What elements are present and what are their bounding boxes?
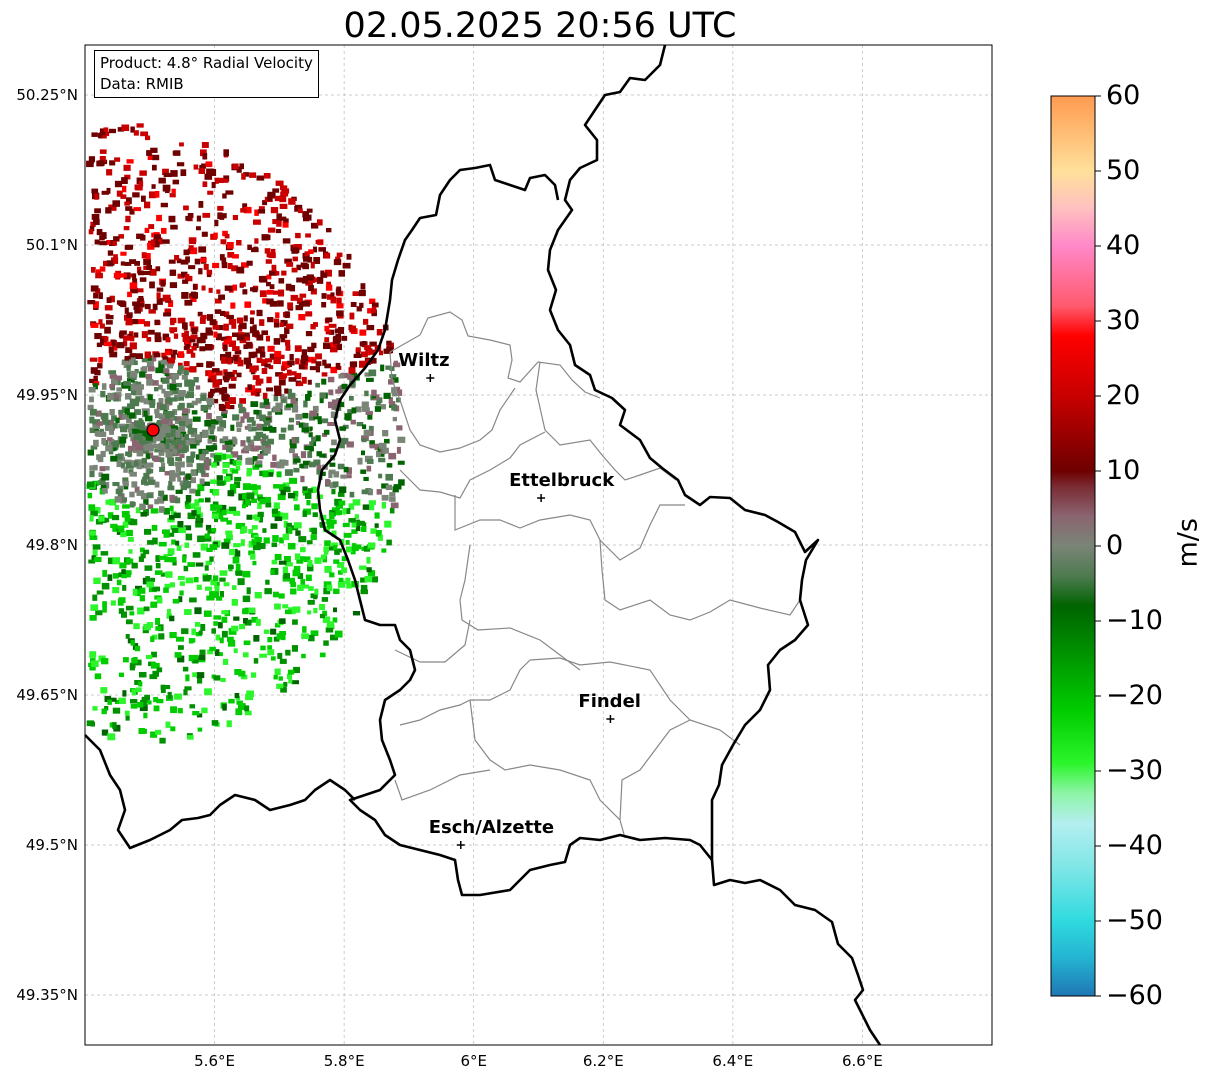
lon-tick-label: 6°E	[460, 1052, 487, 1070]
grid-lines	[85, 45, 992, 1045]
colorbar-tick-label: −40	[1106, 830, 1163, 861]
lat-tick-label: 49.5°N	[25, 836, 78, 854]
lat-tick-label: 50.25°N	[16, 86, 78, 104]
colorbar-tick-label: 0	[1106, 530, 1124, 561]
colorbar-tick-label: −30	[1106, 755, 1163, 786]
lon-tick-label: 5.8°E	[323, 1052, 365, 1070]
lon-tick-label: 6.6°E	[842, 1052, 883, 1070]
colorbar-ticks	[1095, 95, 1101, 997]
commune-boundaries	[389, 311, 801, 839]
colorbar-tick-label: −60	[1106, 980, 1163, 1011]
colorbar-tick-label: −10	[1106, 605, 1163, 636]
colorbar-tick-label: −20	[1106, 680, 1163, 711]
lat-tick-label: 49.8°N	[25, 536, 78, 554]
data-source-label: Data: RMIB	[100, 75, 184, 93]
lon-tick-label: 6.4°E	[712, 1052, 754, 1070]
lat-tick-label: 49.35°N	[16, 986, 78, 1004]
colorbar-tick-label: 50	[1106, 155, 1141, 186]
city-label: Findel	[578, 691, 641, 712]
city-marker	[456, 841, 465, 849]
city-label: Esch/Alzette	[428, 817, 555, 838]
colorbar-tick-label: 10	[1106, 455, 1141, 486]
lat-tick-label: 49.65°N	[16, 686, 78, 704]
radar-echoes	[86, 123, 406, 744]
colorbar	[1050, 95, 1096, 997]
city-markers	[426, 374, 615, 849]
colorbar-tick-label: 60	[1106, 80, 1141, 111]
city-label: Ettelbruck	[509, 470, 615, 491]
map-title: 02.05.2025 20:56 UTC	[343, 6, 737, 46]
city-marker	[426, 374, 435, 382]
radar-site-marker	[146, 423, 160, 437]
colorbar-tick-label: 20	[1106, 380, 1141, 411]
lon-tick-label: 5.6°E	[194, 1052, 235, 1070]
national-borders	[84, 44, 882, 1046]
colorbar-tick-label: 40	[1106, 230, 1141, 261]
city-label: Wiltz	[398, 350, 450, 371]
product-info-box: Product: 4.8° Radial Velocity Data: RMIB	[94, 50, 319, 98]
product-label: Product: 4.8° Radial Velocity	[100, 54, 313, 72]
colorbar-unit: m/s	[1172, 518, 1204, 568]
city-marker	[606, 715, 615, 723]
lat-tick-label: 49.95°N	[16, 386, 78, 404]
lat-tick-label: 50.1°N	[25, 236, 78, 254]
city-marker	[537, 494, 546, 502]
colorbar-tick-label: −50	[1106, 905, 1163, 936]
colorbar-tick-label: 30	[1106, 305, 1141, 336]
lon-tick-label: 6.2°E	[582, 1052, 624, 1070]
